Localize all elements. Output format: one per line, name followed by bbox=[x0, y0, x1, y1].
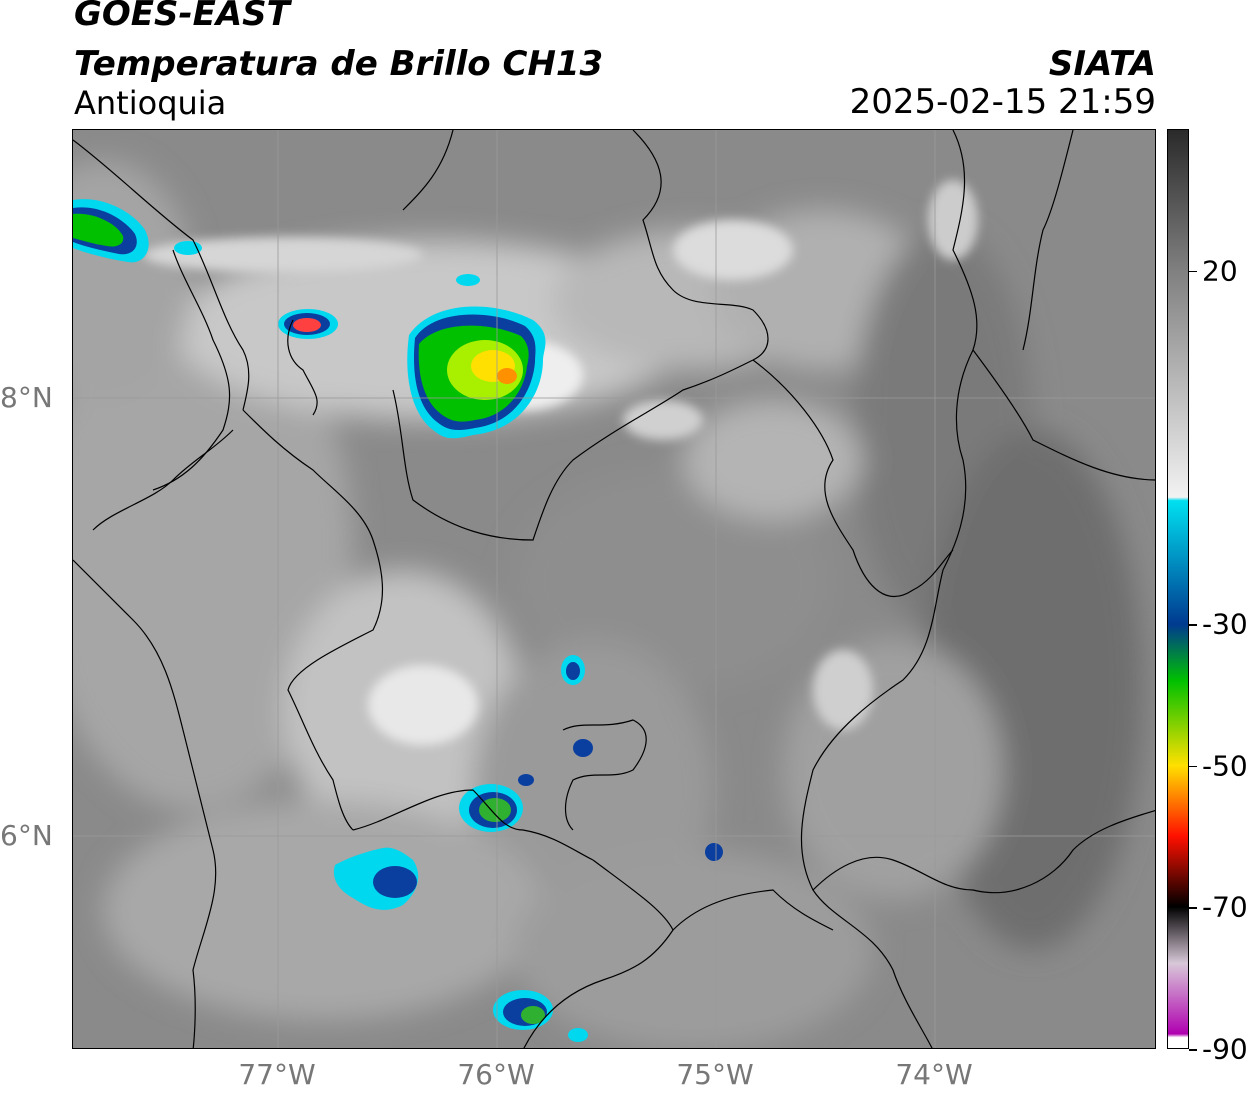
cloud-top-south bbox=[493, 990, 588, 1042]
coastline-north bbox=[73, 139, 250, 411]
lon-label-74w: 74°W bbox=[895, 1058, 973, 1091]
coastline-uraba bbox=[287, 319, 318, 416]
colorbar-tick bbox=[1189, 907, 1197, 909]
map-canvas bbox=[73, 130, 1155, 1048]
colorbar-label-20: 20 bbox=[1202, 254, 1238, 288]
gray-texture bbox=[73, 160, 1143, 1048]
boundary-east-3 bbox=[1022, 130, 1074, 351]
cloud-top-gulf bbox=[278, 309, 338, 339]
colorbar bbox=[1167, 129, 1189, 1049]
coastline-gulf bbox=[152, 249, 231, 491]
boundary-darien bbox=[92, 429, 234, 531]
boundary-metro bbox=[562, 719, 647, 831]
boundary-choco bbox=[242, 409, 383, 831]
cloud-top-central bbox=[459, 784, 523, 832]
boundary-north-2 bbox=[632, 130, 769, 361]
lon-label-77w: 77°W bbox=[238, 1058, 316, 1091]
boundary-north-1 bbox=[402, 130, 454, 211]
colorbar-tick bbox=[1189, 1049, 1197, 1051]
cloud-top-small-6 bbox=[705, 843, 723, 861]
lat-label-6n: 6°N bbox=[0, 819, 53, 852]
timestamp-label: 2025-02-15 21:59 bbox=[849, 82, 1156, 122]
colorbar-tick bbox=[1189, 624, 1197, 626]
satellite-title: GOES-EAST bbox=[74, 0, 290, 34]
boundary-magdalena bbox=[800, 349, 974, 1048]
coastline-pacific bbox=[73, 559, 217, 1048]
organization-label: SIATA bbox=[1048, 44, 1156, 84]
boundary-south-2 bbox=[592, 859, 834, 932]
boundary-south-3 bbox=[523, 929, 674, 1048]
cloud-top-small-1 bbox=[174, 241, 202, 255]
satellite-map[interactable] bbox=[72, 129, 1156, 1049]
lon-label-76w: 76°W bbox=[457, 1058, 535, 1091]
colorbar-label-minus90: -90 bbox=[1202, 1032, 1248, 1066]
boundaries bbox=[73, 130, 1155, 1048]
cloud-top-small-2 bbox=[456, 274, 480, 286]
colorbar-label-minus50: -50 bbox=[1202, 749, 1248, 783]
product-title: Temperatura de Brillo CH13 bbox=[74, 44, 604, 84]
boundary-cordoba bbox=[392, 359, 754, 541]
cloud-top-small-4 bbox=[573, 739, 593, 757]
colorbar-tick bbox=[1189, 765, 1197, 768]
lon-label-75w: 75°W bbox=[676, 1058, 754, 1091]
colorbar-tick bbox=[1189, 270, 1197, 273]
colorbar-label-minus30: -30 bbox=[1202, 607, 1248, 641]
colorbar-label-minus70: -70 bbox=[1202, 890, 1248, 924]
graticule bbox=[73, 130, 1155, 1048]
boundary-bolivar bbox=[752, 359, 954, 597]
region-label: Antioquia bbox=[74, 84, 227, 122]
lat-label-8n: 8°N bbox=[0, 381, 53, 414]
boundary-south-1 bbox=[352, 789, 594, 861]
cloud-top-small-5 bbox=[518, 774, 534, 786]
cloud-top-southwest bbox=[333, 847, 419, 910]
boundary-east-2 bbox=[812, 809, 1155, 894]
cloud-top-northwest bbox=[73, 199, 149, 263]
